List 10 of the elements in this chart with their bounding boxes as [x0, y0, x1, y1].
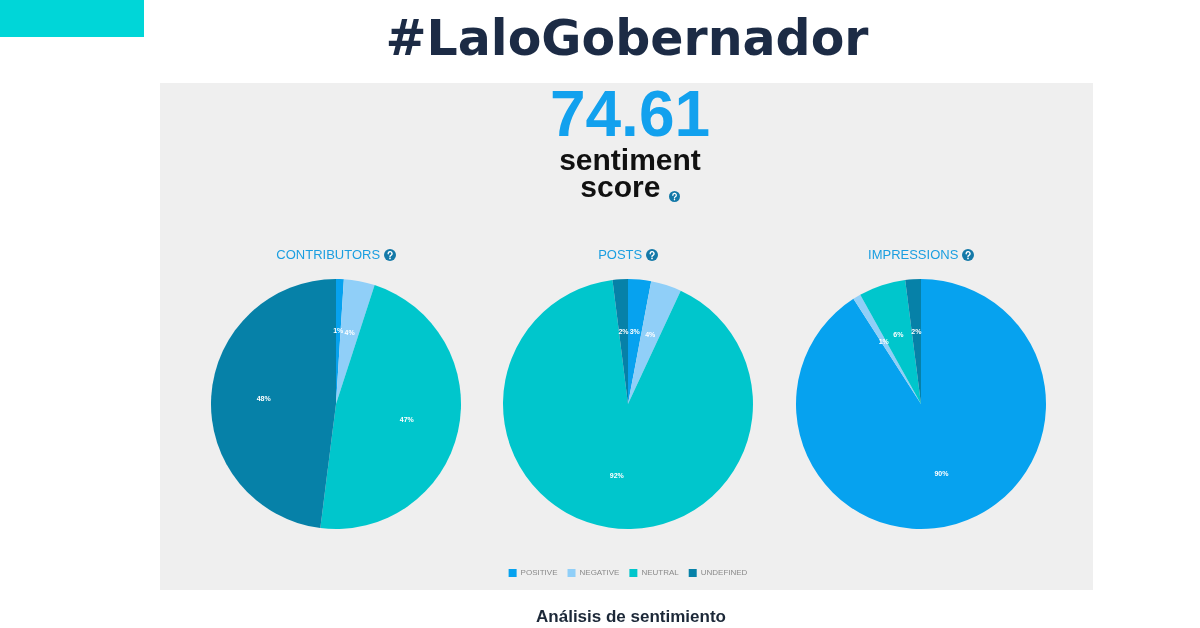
legend-label: UNDEFINED — [700, 568, 748, 578]
legend-label: POSITIVE — [520, 568, 558, 578]
chart-title: IMPRESSIONS — [868, 247, 959, 262]
text: Análisis de sentimiento — [536, 607, 726, 626]
text: sentiment score — [559, 143, 701, 203]
legend-label: NEUTRAL — [641, 568, 680, 578]
text: #LaloGobernador — [384, 10, 870, 67]
chart-title: CONTRIBUTORS — [276, 247, 381, 262]
legend-label: NEGATIVE — [579, 568, 620, 578]
chart-title: POSTS — [598, 247, 643, 262]
